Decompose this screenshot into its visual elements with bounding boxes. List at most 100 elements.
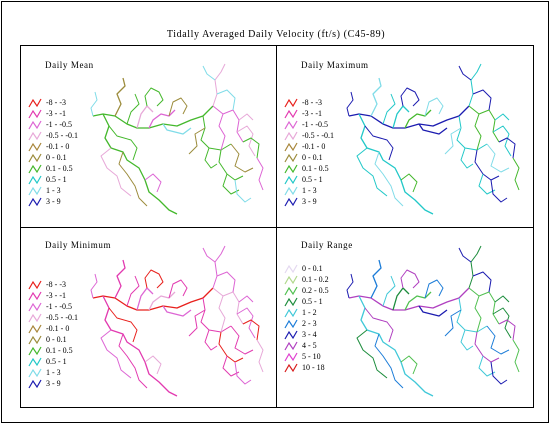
legend-label: -1 - -0.5 [302,120,328,129]
panel-title: Daily Minimum [45,240,112,250]
channel-segment [444,127,462,155]
legend-label: 1 - 3 [46,186,61,195]
channel-segment [212,287,244,325]
channel-segment [498,137,516,159]
channel-segment [392,287,410,311]
legend-label: 3 - 9 [46,379,61,388]
legend-label: 10 - 18 [302,363,325,372]
legend-label: -3 - -1 [46,291,66,300]
legend-label: 0.1 - 0.5 [302,164,329,173]
legend-line-symbol [284,363,298,373]
channel-segment [424,97,444,117]
channel-segment [200,297,232,333]
channel-segment [400,355,418,375]
channel-segment [468,245,482,289]
legend-line-symbol [284,120,298,130]
channel-segment [456,115,488,151]
channel-segment [358,295,434,397]
legend-line-symbol [28,324,42,334]
channel-segment [230,325,254,355]
channel-segment [144,87,164,107]
legend-label: 1 - 2 [302,308,317,317]
legend-label: 0.1 - 0.2 [302,275,329,284]
panel-daily-mean: Daily Mean -8 - -3 -3 - -1 -1 - -0.5 -0.5 -… [21,46,277,227]
legend-label: 3 - 9 [302,197,317,206]
channel-segment [162,123,192,135]
channel-segment [242,137,260,159]
channel-segment [392,105,410,129]
channel-segment [474,295,482,333]
channel-segment [348,287,470,311]
channel-segment [148,109,176,129]
channel-segment [468,63,482,107]
channel-segment [418,305,448,317]
legend-label: 0 - 0.1 [46,335,67,344]
channel-segment [126,93,140,125]
legend-line-symbol [284,175,298,185]
channel-segment [404,291,432,311]
panel-title: Daily Range [301,240,353,250]
channel-segment [370,77,382,117]
channel-segment [498,319,516,341]
channel-segment [374,151,404,207]
channel-segment [512,339,520,373]
channel-segment [444,309,462,337]
legend-line-symbol [28,164,42,174]
channel-segment [136,287,154,311]
legend-label: -8 - -3 [46,98,66,107]
legend-label: 0 - 0.1 [302,264,323,273]
panel-grid [20,45,534,408]
channel-segment [382,275,396,307]
channel-segment [474,149,500,181]
channel-segment [358,113,434,215]
legend-line-symbol [284,186,298,196]
legend-line-symbol [284,319,298,329]
legend-line-symbol [28,120,42,130]
legend-line-symbol [284,275,298,285]
channel-segment [494,113,510,121]
legend-line-symbol [284,98,298,108]
legend-line-symbol [28,186,42,196]
channel-segment [486,143,510,173]
legend-line-symbol [284,308,298,318]
legend-label: 0.5 - 1 [302,175,323,184]
channel-segment [374,333,404,389]
legend-line-symbol [28,368,42,378]
legend-label: 3 - 9 [46,197,61,206]
legend-label: -1 - -0.5 [46,120,72,129]
channel-segment [108,125,138,161]
channel-segment [216,271,236,293]
grid-divider-horizontal [20,227,534,228]
legend-label: 0.2 - 0.5 [302,286,329,295]
legend-label: 0.5 - 1 [46,175,67,184]
channel-segment [236,307,256,339]
legend-line-symbol [28,357,42,367]
channel-segment [364,125,394,161]
panel-title: Daily Maximum [301,60,369,70]
channel-segment [212,63,226,107]
channel-segment [144,269,164,289]
channel-network-map [346,63,520,215]
legend-line-symbol [284,330,298,340]
legend-label: -0.1 - 0 [46,142,70,151]
legend-line-symbol [284,352,298,362]
channel-segment [242,319,260,341]
channel-segment [490,361,508,385]
channel-segment [364,307,394,343]
legend-line-symbol [28,291,42,301]
channel-segment [204,329,218,351]
figure-title: Tidally Averaged Daily Velocity (ft/s) (… [166,29,386,40]
channel-segment [478,173,496,195]
channel-segment [468,287,500,325]
channel-segment [472,271,492,293]
channel-segment [118,151,148,207]
legend-line-symbol [284,264,298,274]
channel-segment [126,275,140,307]
legend-line-symbol [28,153,42,163]
channel-segment [256,157,264,191]
legend-line-symbol [28,280,42,290]
legend-label: 0.1 - 0.5 [46,164,73,173]
channel-segment [118,333,148,389]
channel-network-map [90,63,264,215]
